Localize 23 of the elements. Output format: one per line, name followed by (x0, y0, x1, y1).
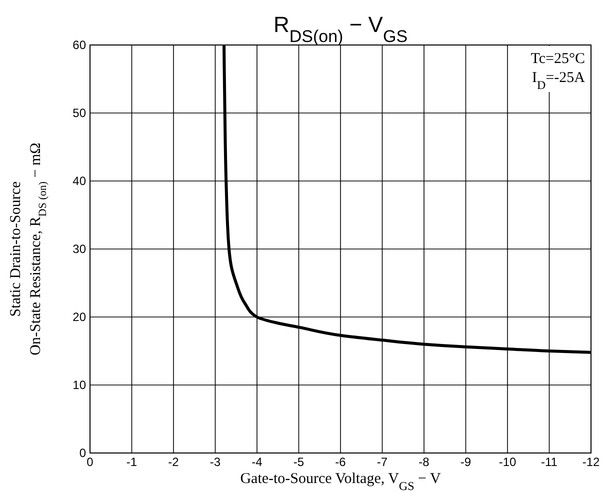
x-tick-label: -4 (252, 455, 263, 469)
y-tick-label: 20 (72, 310, 86, 324)
y-tick-label: 0 (79, 446, 86, 460)
x-tick-label: -2 (168, 455, 180, 469)
y-tick-label: 40 (72, 174, 86, 188)
x-tick-label: -10 (498, 455, 516, 469)
chart-title: R$_{DS(on)}$ − V$_{GS}$ (273, 12, 408, 46)
x-axis-title: Gate-to-Source Voltage, V$_{GS}$ − V (240, 471, 441, 493)
x-tick-label: -6 (335, 455, 346, 469)
x-tick-label: -7 (376, 455, 388, 469)
x-tick-label: -9 (460, 455, 472, 469)
y-tick-label: 60 (72, 38, 86, 52)
x-tick-label: -8 (418, 455, 430, 469)
x-tick-label: -1 (126, 455, 138, 469)
x-tick-label: -3 (210, 455, 221, 469)
annotation: I$_{D}$=-25A (532, 70, 586, 92)
x-tick-label: -5 (293, 455, 304, 469)
x-tick-label: -11 (541, 455, 558, 469)
y-tick-label: 50 (72, 106, 86, 120)
y-tick-label: 30 (72, 242, 86, 256)
y-tick-label: 10 (72, 378, 86, 392)
x-tick-label: -12 (582, 455, 600, 469)
annotation: Tc=25°C (530, 51, 585, 67)
